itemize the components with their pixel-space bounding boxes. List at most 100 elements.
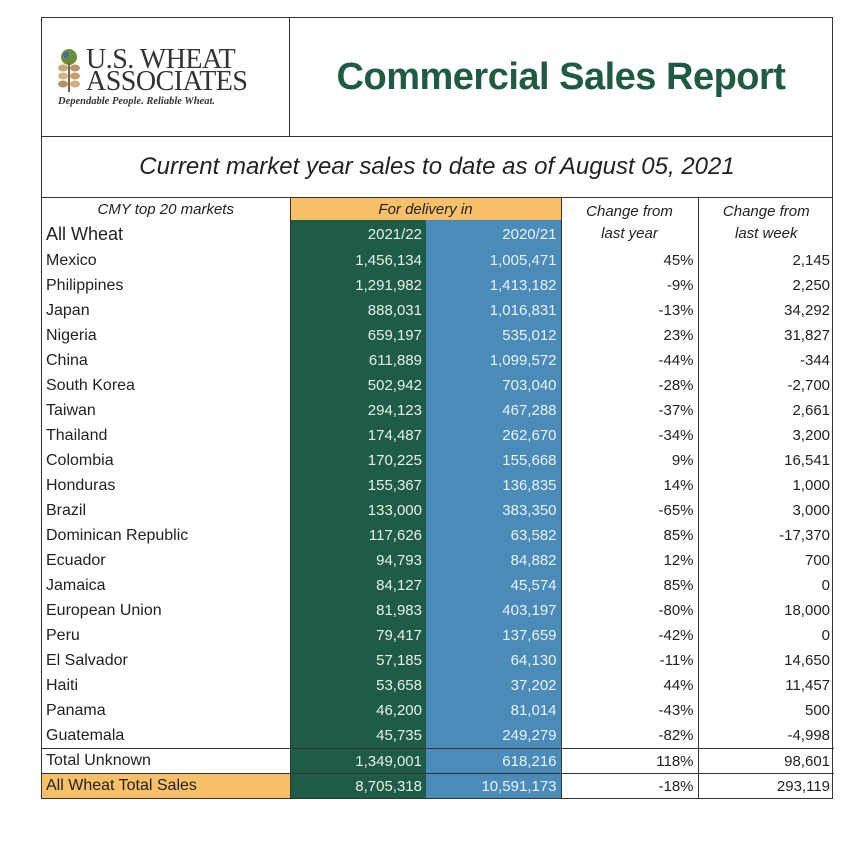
country-name: Colombia xyxy=(42,448,291,473)
change-last-week: -344 xyxy=(799,352,831,369)
sales-2020-21: 81,014 xyxy=(426,698,562,723)
change-last-week: 0 xyxy=(821,577,831,594)
sales-2021-22: 170,225 xyxy=(290,448,426,473)
grand-total-row: All Wheat Total Sales 8,705,318 10,591,173… xyxy=(42,773,835,798)
country-name: Peru xyxy=(42,623,291,648)
change-last-week: 2,661 xyxy=(792,402,831,419)
sales-2020-21: 467,288 xyxy=(426,398,562,423)
country-name: Mexico xyxy=(42,248,291,273)
change-last-week: 500 xyxy=(804,702,831,719)
change-last-year: -9% xyxy=(561,273,699,298)
country-name: Haiti xyxy=(42,673,291,698)
logo-line-2: ASSOCIATES xyxy=(86,65,248,97)
country-name: Guatemala xyxy=(42,723,291,749)
country-name: Thailand xyxy=(42,423,291,448)
total-unknown-row-2021-22: 1,349,001 xyxy=(290,748,426,774)
sales-2021-22: 79,417 xyxy=(290,623,426,648)
change-last-week-line1: Change from xyxy=(722,203,810,220)
sales-2021-22: 53,658 xyxy=(290,673,426,698)
change-last-year: -44% xyxy=(561,348,699,373)
total-unknown-row-change-week: 98,601 xyxy=(698,748,835,774)
table-row: Jamaica 84,127 45,574 85% 0 xyxy=(42,573,834,598)
header-row-2: All Wheat 2021/22 2020/21 xyxy=(42,220,834,248)
table-row: Japan 888,031 1,016,831 -13% 34,292 xyxy=(42,298,834,323)
table-row: Taiwan 294,123 467,288 -37% 2,661 xyxy=(42,398,834,423)
table-row: Brazil 133,000 383,350 -65% 3,000 xyxy=(42,498,834,523)
total-unknown-row: Total Unknown 1,349,001 618,216 118% 98,601 xyxy=(42,748,835,774)
country-name: Jamaica xyxy=(42,573,291,598)
country-name: South Korea xyxy=(42,373,291,398)
change-last-year: 23% xyxy=(561,323,699,348)
sales-2021-22: 174,487 xyxy=(290,423,426,448)
change-last-week: -2,700 xyxy=(787,377,831,394)
change-last-year: 85% xyxy=(561,523,699,548)
logo-line-1: U.S. WHEAT xyxy=(86,43,236,75)
sales-2021-22: 94,793 xyxy=(290,548,426,573)
change-last-year: -11% xyxy=(561,648,699,673)
change-last-year-line2: last year xyxy=(601,225,658,242)
change-last-year: -43% xyxy=(561,698,699,723)
year-2021-header: 2021/22 xyxy=(290,220,426,248)
table-row: European Union 81,983 403,197 -80% 18,000 xyxy=(42,598,834,623)
change-last-year: -13% xyxy=(561,298,699,323)
sales-2021-22: 294,123 xyxy=(290,398,426,423)
table-row: Mexico 1,456,134 1,005,471 45% 2,145 xyxy=(42,248,834,273)
change-last-year: 85% xyxy=(561,573,699,598)
table-row: Thailand 174,487 262,670 -34% 3,200 xyxy=(42,423,834,448)
sales-2020-21: 249,279 xyxy=(426,723,562,749)
change-last-week: 18,000 xyxy=(784,602,831,619)
change-last-year: -42% xyxy=(561,623,699,648)
sales-2020-21: 1,413,182 xyxy=(426,273,562,298)
change-last-year: 44% xyxy=(561,673,699,698)
change-last-week: 3,000 xyxy=(792,502,831,519)
table-row: Panama 46,200 81,014 -43% 500 xyxy=(42,698,834,723)
total-unknown-row-label: Total Unknown xyxy=(42,748,291,774)
country-name: Brazil xyxy=(42,498,291,523)
logo: U.S. WHEAT ASSOCIATES Dependable People.… xyxy=(42,18,290,136)
change-last-week: -4,998 xyxy=(787,727,831,744)
table-row: Philippines 1,291,982 1,413,182 -9% 2,250 xyxy=(42,273,834,298)
year-2020-header: 2020/21 xyxy=(426,220,562,248)
grand-total-row-2020-21: 10,591,173 xyxy=(426,773,562,798)
sales-2020-21: 137,659 xyxy=(426,623,562,648)
change-last-week: 3,200 xyxy=(792,427,831,444)
table-row: Dominican Republic 117,626 63,582 85% -17,37… xyxy=(42,523,834,548)
sales-2020-21: 63,582 xyxy=(426,523,562,548)
change-last-week: 700 xyxy=(804,552,831,569)
country-name: Ecuador xyxy=(42,548,291,573)
sales-2020-21: 262,670 xyxy=(426,423,562,448)
change-last-week: 2,250 xyxy=(792,277,831,294)
sales-2020-21: 535,012 xyxy=(426,323,562,348)
change-last-week-header: Change from last week xyxy=(698,198,834,248)
sales-2020-21: 403,197 xyxy=(426,598,562,623)
sales-2021-22: 611,889 xyxy=(290,348,426,373)
sales-2021-22: 1,291,982 xyxy=(290,273,426,298)
change-last-year: -37% xyxy=(561,398,699,423)
report-header: U.S. WHEAT ASSOCIATES Dependable People.… xyxy=(42,18,832,137)
sales-2021-22: 133,000 xyxy=(290,498,426,523)
report-title: Commercial Sales Report xyxy=(336,55,786,98)
all-wheat-label: All Wheat xyxy=(42,220,291,248)
sales-2020-21: 64,130 xyxy=(426,648,562,673)
country-name: China xyxy=(42,348,291,373)
country-name: Panama xyxy=(42,698,291,723)
change-last-week-line2: last week xyxy=(735,225,798,242)
change-last-year: 14% xyxy=(561,473,699,498)
markets-header: CMY top 20 markets xyxy=(42,198,291,220)
sales-2021-22: 81,983 xyxy=(290,598,426,623)
change-last-week: 34,292 xyxy=(784,302,831,319)
total-unknown-row-2020-21: 618,216 xyxy=(426,748,562,774)
country-name: El Salvador xyxy=(42,648,291,673)
country-name: Japan xyxy=(42,298,291,323)
table-row: Colombia 170,225 155,668 9% 16,541 xyxy=(42,448,834,473)
change-last-week: -17,370 xyxy=(779,527,831,544)
header-row-1: CMY top 20 markets For delivery in Chang… xyxy=(42,198,834,248)
change-last-year-line1: Change from xyxy=(586,203,673,220)
change-last-year: 12% xyxy=(561,548,699,573)
table-row: Nigeria 659,197 535,012 23% 31,827 xyxy=(42,323,834,348)
table-row: Guatemala 45,735 249,279 -82% -4,998 xyxy=(42,723,834,749)
sales-2020-21: 37,202 xyxy=(426,673,562,698)
change-last-week: 31,827 xyxy=(784,327,831,344)
sales-2020-21: 155,668 xyxy=(426,448,562,473)
sales-2020-21: 383,350 xyxy=(426,498,562,523)
